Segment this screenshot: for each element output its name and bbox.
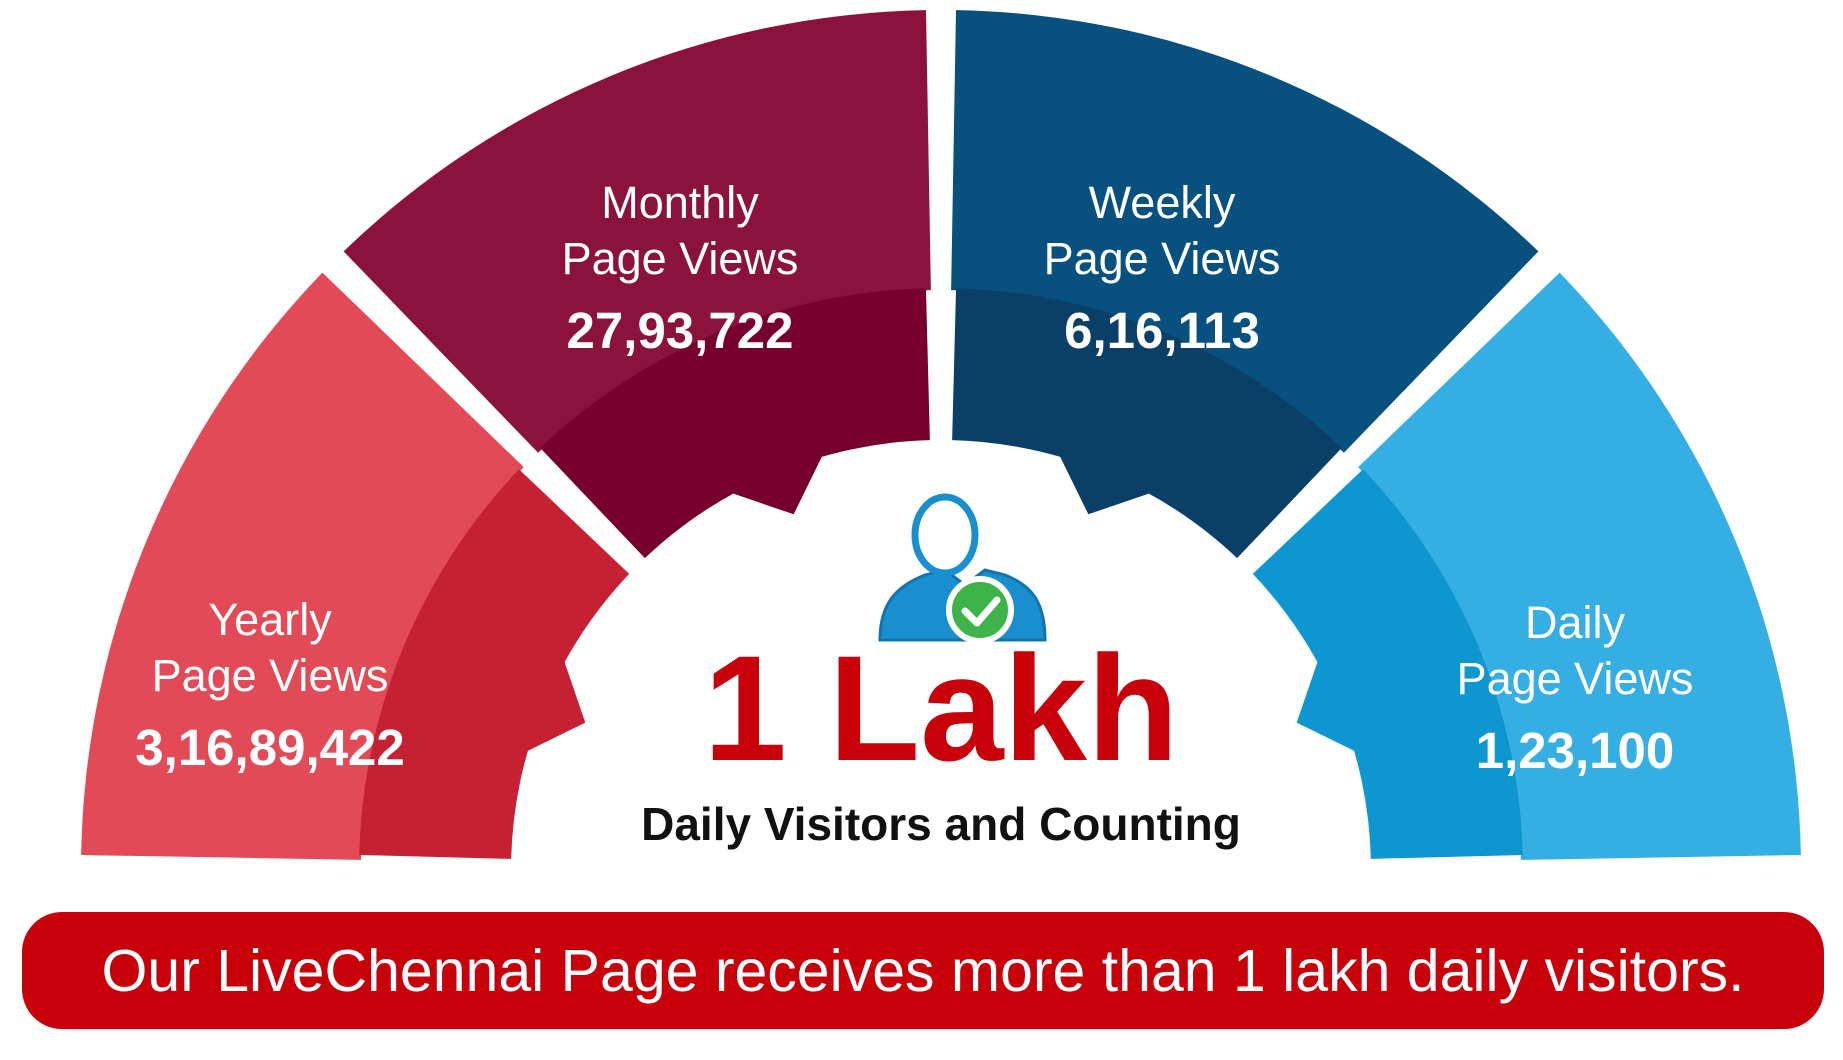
segment-daily-label-line1: Daily <box>1525 597 1626 648</box>
segment-monthly-value: 27,93,722 <box>567 302 794 359</box>
segment-yearly-outer-band <box>81 272 524 860</box>
segment-daily-outer-band <box>1358 272 1801 860</box>
segment-monthly-label-line2: Page Views <box>562 233 799 284</box>
segment-weekly-label-line2: Page Views <box>1044 233 1281 284</box>
segment-monthly-pointer <box>726 450 825 515</box>
segment-monthly-label-line1: Monthly <box>601 177 759 228</box>
segment-weekly-value: 6,16,113 <box>1064 302 1260 359</box>
verified-user-icon <box>878 493 1047 644</box>
summary-banner-text: Our LiveChennai Page receives more than … <box>101 937 1745 1004</box>
segment-yearly-inner-band <box>359 469 630 859</box>
segment-monthly-inner-band <box>540 288 930 559</box>
segment-daily-pointer <box>1296 655 1361 754</box>
segment-monthly-outer-band <box>343 10 931 453</box>
segment-yearly-pointer <box>521 655 586 754</box>
segment-yearly-label-line1: Yearly <box>208 594 332 645</box>
segment-yearly-value: 3,16,89,422 <box>135 719 404 776</box>
segment-daily-value: 1,23,100 <box>1476 722 1675 779</box>
segment-weekly-label-line1: Weekly <box>1089 177 1236 228</box>
segment-weekly-pointer <box>1057 450 1156 515</box>
center-caption: Daily Visitors and Counting <box>641 798 1241 850</box>
segment-daily-inner-band <box>1252 469 1523 859</box>
center-headline: 1 Lakh <box>703 624 1178 792</box>
segment-yearly-label-line2: Page Views <box>152 650 389 701</box>
segment-daily-label-line2: Page Views <box>1457 653 1694 704</box>
summary-banner: Our LiveChennai Page receives more than … <box>22 912 1824 1029</box>
segment-weekly-outer-band <box>951 10 1539 453</box>
segment-weekly-inner-band <box>952 288 1342 559</box>
